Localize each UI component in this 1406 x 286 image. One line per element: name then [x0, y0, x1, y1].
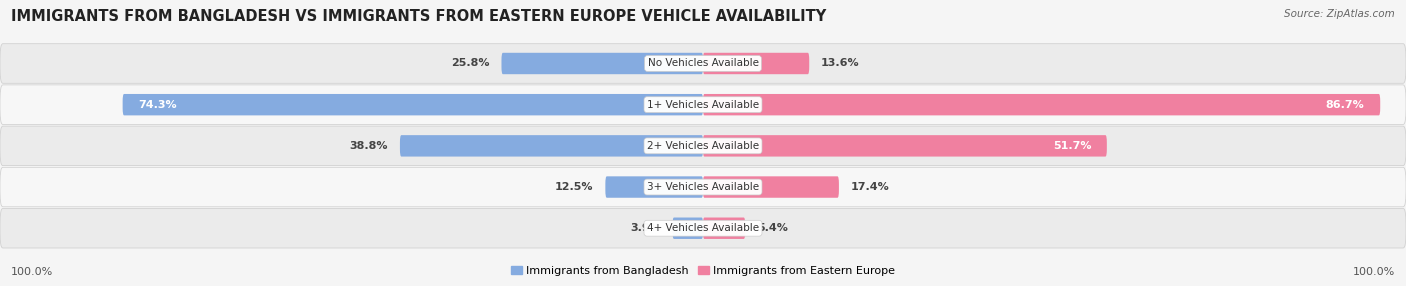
FancyBboxPatch shape [122, 94, 703, 115]
Text: 17.4%: 17.4% [851, 182, 890, 192]
Text: No Vehicles Available: No Vehicles Available [648, 59, 758, 68]
Text: Source: ZipAtlas.com: Source: ZipAtlas.com [1284, 9, 1395, 19]
Text: 86.7%: 86.7% [1326, 100, 1365, 110]
FancyBboxPatch shape [0, 44, 1406, 83]
FancyBboxPatch shape [703, 176, 839, 198]
FancyBboxPatch shape [0, 126, 1406, 166]
FancyBboxPatch shape [399, 135, 703, 156]
FancyBboxPatch shape [0, 85, 1406, 124]
Legend: Immigrants from Bangladesh, Immigrants from Eastern Europe: Immigrants from Bangladesh, Immigrants f… [506, 261, 900, 281]
FancyBboxPatch shape [703, 53, 810, 74]
Text: 1+ Vehicles Available: 1+ Vehicles Available [647, 100, 759, 110]
Text: 3.9%: 3.9% [630, 223, 661, 233]
Text: 38.8%: 38.8% [350, 141, 388, 151]
FancyBboxPatch shape [703, 94, 1381, 115]
Text: 13.6%: 13.6% [821, 59, 859, 68]
Text: 100.0%: 100.0% [1353, 267, 1395, 277]
Text: 4+ Vehicles Available: 4+ Vehicles Available [647, 223, 759, 233]
Text: 74.3%: 74.3% [138, 100, 177, 110]
FancyBboxPatch shape [703, 218, 745, 239]
Text: 25.8%: 25.8% [451, 59, 489, 68]
FancyBboxPatch shape [703, 135, 1107, 156]
FancyBboxPatch shape [0, 167, 1406, 207]
Text: 12.5%: 12.5% [555, 182, 593, 192]
Text: IMMIGRANTS FROM BANGLADESH VS IMMIGRANTS FROM EASTERN EUROPE VEHICLE AVAILABILIT: IMMIGRANTS FROM BANGLADESH VS IMMIGRANTS… [11, 9, 827, 23]
Text: 3+ Vehicles Available: 3+ Vehicles Available [647, 182, 759, 192]
Text: 5.4%: 5.4% [756, 223, 787, 233]
Text: 2+ Vehicles Available: 2+ Vehicles Available [647, 141, 759, 151]
Text: 51.7%: 51.7% [1053, 141, 1091, 151]
FancyBboxPatch shape [606, 176, 703, 198]
FancyBboxPatch shape [0, 208, 1406, 248]
FancyBboxPatch shape [502, 53, 703, 74]
FancyBboxPatch shape [672, 218, 703, 239]
Text: 100.0%: 100.0% [11, 267, 53, 277]
